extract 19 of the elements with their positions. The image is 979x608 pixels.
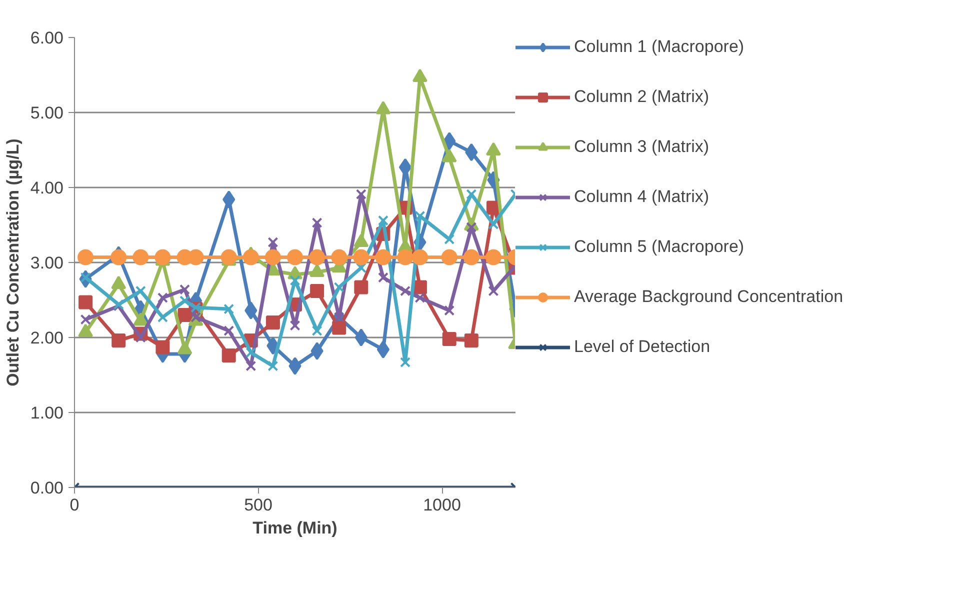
legend-label: Column 4 (Matrix) xyxy=(574,187,710,207)
y-tick-label: 3.00 xyxy=(30,254,64,272)
x-tick-label: 0 xyxy=(70,496,80,514)
legend-label: Column 2 (Matrix) xyxy=(574,87,710,107)
y-tick-label: 5.00 xyxy=(30,104,64,122)
legend-label: Level of Detection xyxy=(574,337,710,357)
y-axis-title: Outlet Cu Concentration (µg/L) xyxy=(3,138,22,386)
y-tick-label: 4.00 xyxy=(30,178,64,198)
legend-label: Column 3 (Matrix) xyxy=(574,137,710,157)
y-tick-label: 6.00 xyxy=(30,28,64,48)
legend-label: Average Background Concentration xyxy=(574,287,844,307)
x-tick-label: 1000 xyxy=(423,496,461,514)
y-tick-label: 0.00 xyxy=(30,478,64,498)
legend-label: Column 5 (Macropore) xyxy=(574,237,744,257)
legend-label: Column 1 (Macropore) xyxy=(574,37,744,57)
x-axis-title: Time (Min) xyxy=(252,518,338,538)
y-tick-label: 1.00 xyxy=(30,404,64,422)
y-tick-label: 2.00 xyxy=(30,328,64,348)
x-tick-label: 500 xyxy=(244,496,272,514)
